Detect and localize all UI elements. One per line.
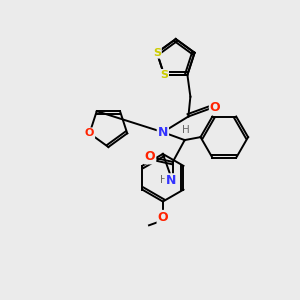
Text: S: S: [160, 70, 168, 80]
Text: O: O: [158, 211, 168, 224]
Text: S: S: [153, 48, 161, 58]
Text: H: H: [160, 175, 168, 185]
Text: O: O: [145, 150, 155, 164]
Text: N: N: [158, 126, 168, 139]
Text: O: O: [85, 128, 94, 138]
Text: H: H: [182, 125, 190, 135]
Text: O: O: [210, 101, 220, 114]
Text: N: N: [166, 174, 176, 187]
